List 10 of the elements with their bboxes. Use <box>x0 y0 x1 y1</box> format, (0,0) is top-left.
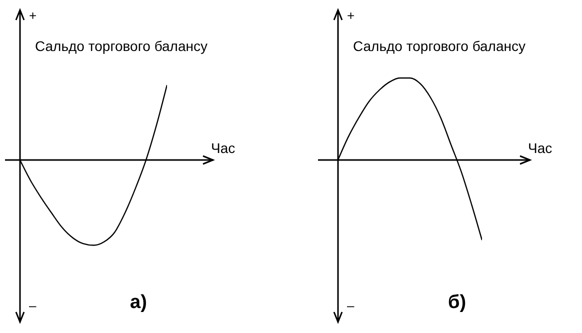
y-axis-title: Сальдо торгового балансу <box>353 38 526 54</box>
y-axis-title: Сальдо торгового балансу <box>35 38 208 54</box>
x-axis-title: Час <box>528 140 552 156</box>
x-axis-title: Час <box>211 140 236 156</box>
text: – <box>347 298 354 313</box>
text: – <box>29 298 36 313</box>
text: а) <box>130 292 147 314</box>
text: б) <box>448 292 466 314</box>
text: + <box>347 8 355 23</box>
text: + <box>29 8 37 23</box>
